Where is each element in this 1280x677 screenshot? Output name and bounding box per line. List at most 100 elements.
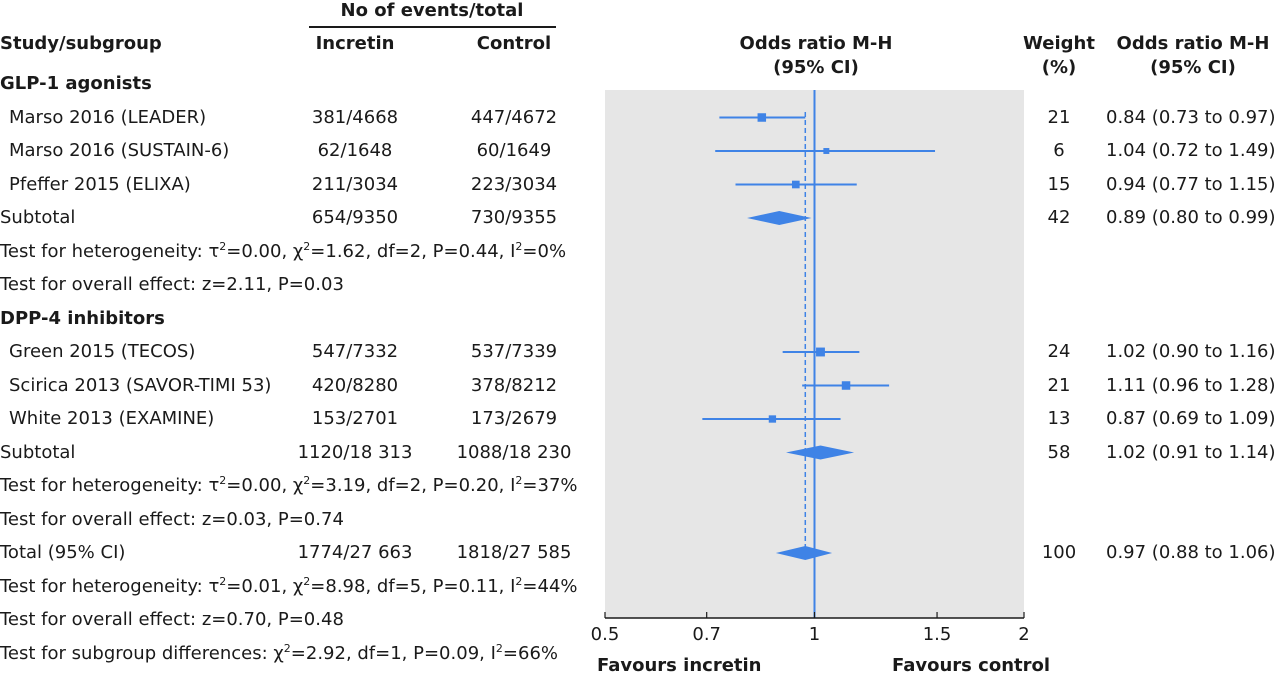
test-part: 2 bbox=[515, 239, 523, 253]
test-part: =0.01, χ bbox=[226, 575, 304, 597]
test-part: 2 bbox=[515, 574, 523, 588]
study-marker bbox=[841, 381, 851, 390]
weight-value: 24 bbox=[1047, 341, 1071, 362]
test-part: =0.00, χ bbox=[226, 475, 304, 496]
test-statistic-line: Test for heterogeneity: τ2=0.00, χ2=3.19… bbox=[0, 475, 578, 497]
weight-value: 100 bbox=[1041, 542, 1077, 563]
odds-ratio-ci: 1.04 (0.72 to 1.49) bbox=[1106, 140, 1276, 161]
study-marker bbox=[757, 113, 767, 122]
x-tick-label: 1 bbox=[809, 624, 820, 645]
test-statistic-line: Test for overall effect: z=0.70, P=0.48 bbox=[0, 609, 344, 630]
study-name: White 2013 (EXAMINE) bbox=[9, 408, 215, 429]
test-statistic-line: Test for heterogeneity: τ2=0.00, χ2=1.62… bbox=[0, 241, 566, 263]
x-tick-label: 1.5 bbox=[923, 624, 952, 645]
weight-value: 13 bbox=[1047, 408, 1071, 429]
test-statistic-line: Test for overall effect: z=0.03, P=0.74 bbox=[0, 508, 344, 530]
odds-ratio-ci: 0.84 (0.73 to 0.97) bbox=[1106, 106, 1276, 128]
events-group-label: No of events/total bbox=[340, 0, 524, 21]
test-part: 2 bbox=[219, 239, 227, 253]
control-events: 1088/18 230 bbox=[456, 441, 572, 463]
weight-value: 6 bbox=[1053, 140, 1065, 161]
control-events: 223/3034 bbox=[470, 173, 558, 195]
study-name: Marso 2016 (LEADER) bbox=[9, 106, 207, 128]
study-name: Green 2015 (TECOS) bbox=[9, 341, 196, 362]
study-marker bbox=[791, 180, 800, 189]
odds-ratio-ci: 0.97 (0.88 to 1.06) bbox=[1106, 542, 1276, 563]
test-part: Test for heterogeneity: τ bbox=[0, 240, 220, 262]
test-part: 2 bbox=[495, 641, 503, 655]
control-events: 173/2679 bbox=[470, 408, 558, 429]
odds-ratio-ci: 1.02 (0.90 to 1.16) bbox=[1106, 341, 1276, 362]
test-part: =0.00, χ bbox=[226, 240, 304, 262]
test-part: =1.62, df=2, P=0.44, I bbox=[310, 240, 516, 262]
study-marker bbox=[816, 347, 825, 357]
incretin-events: 420/8280 bbox=[311, 374, 399, 396]
incretin-events: 211/3034 bbox=[311, 173, 399, 195]
test-part: =3.19, df=2, P=0.20, I bbox=[310, 475, 516, 496]
control-events: 537/7339 bbox=[470, 341, 558, 362]
total-label: Total (95% CI) bbox=[0, 542, 126, 563]
study-name: Scirica 2013 (SAVOR-TIMI 53) bbox=[9, 374, 272, 396]
test-statistic-line: Test for subgroup differences: χ 2=2.92, … bbox=[0, 643, 558, 665]
favours-control-label: Favours control bbox=[892, 655, 1051, 676]
control-events: 447/4672 bbox=[470, 106, 558, 128]
test-part: =8.98, df=5, P=0.11, I bbox=[310, 575, 516, 597]
study-marker bbox=[823, 148, 830, 154]
incretin-events: 153/2701 bbox=[311, 408, 399, 429]
col-incretin-header: Incretin bbox=[315, 33, 395, 54]
header-underline bbox=[309, 26, 556, 28]
weight-value: 21 bbox=[1047, 374, 1071, 396]
study-name: Pfeffer 2015 (ELIXA) bbox=[9, 173, 191, 195]
col-study-header: Study/subgroup bbox=[0, 33, 162, 54]
test-statistic-line: Test for overall effect: z=2.11, P=0.03 bbox=[0, 274, 344, 295]
test-part: =44% bbox=[522, 575, 578, 597]
test-part: 2 bbox=[303, 574, 311, 588]
test-part: =2.92, df=1, P=0.09, I bbox=[290, 642, 496, 664]
col-weight-unit-header: (%) bbox=[1041, 57, 1077, 78]
col-or-ci-header: (95% CI) bbox=[773, 57, 859, 78]
x-tick-label: 0.7 bbox=[692, 624, 721, 645]
pooled-diamond bbox=[785, 445, 855, 460]
test-part: =66% bbox=[502, 642, 558, 664]
pooled-diamond bbox=[747, 211, 812, 225]
weight-value: 21 bbox=[1047, 106, 1071, 128]
control-events: 378/8212 bbox=[470, 374, 558, 396]
incretin-events: 547/7332 bbox=[311, 341, 399, 362]
subgroup-heading: GLP-1 agonists bbox=[0, 73, 152, 94]
study-marker bbox=[768, 415, 777, 423]
subtotal-label: Subtotal bbox=[0, 441, 76, 463]
test-part: 2 bbox=[515, 474, 523, 487]
weight-value: 15 bbox=[1047, 173, 1071, 195]
test-part: 2 bbox=[219, 474, 227, 487]
test-part: Test for heterogeneity: τ bbox=[0, 575, 220, 597]
test-part: Test for heterogeneity: τ bbox=[0, 475, 220, 496]
test-statistic-line: Test for heterogeneity: τ2=0.01, χ2=8.98… bbox=[0, 576, 578, 598]
favours-incretin-label: Favours incretin bbox=[597, 655, 762, 676]
test-part: =37% bbox=[522, 475, 578, 496]
odds-ratio-ci: 0.89 (0.80 to 0.99) bbox=[1106, 207, 1276, 228]
subgroup-heading: DPP-4 inhibitors bbox=[0, 307, 165, 329]
test-part: 2 bbox=[219, 574, 227, 588]
incretin-events: 381/4668 bbox=[311, 106, 399, 128]
odds-ratio-ci: 0.94 (0.77 to 1.15) bbox=[1106, 173, 1276, 195]
control-events: 1818/27 585 bbox=[456, 542, 572, 563]
odds-ratio-ci: 0.87 (0.69 to 1.09) bbox=[1106, 408, 1276, 429]
incretin-events: 654/9350 bbox=[311, 207, 399, 228]
test-part: Test for subgroup differences: χ bbox=[0, 642, 284, 664]
incretin-events: 1774/27 663 bbox=[297, 542, 413, 563]
subtotal-label: Subtotal bbox=[0, 207, 76, 228]
test-part: =0% bbox=[522, 240, 567, 262]
col-control-header: Control bbox=[476, 33, 552, 54]
weight-value: 58 bbox=[1047, 441, 1071, 463]
col-or2-header: Odds ratio M-H bbox=[1116, 33, 1270, 54]
control-events: 730/9355 bbox=[470, 207, 558, 228]
study-name: Marso 2016 (SUSTAIN-6) bbox=[9, 140, 230, 161]
incretin-events: 62/1648 bbox=[317, 140, 393, 161]
col-or2-ci-header: (95% CI) bbox=[1150, 57, 1236, 78]
col-weight-header: Weight bbox=[1023, 33, 1095, 54]
test-part: 2 bbox=[303, 474, 311, 487]
x-tick-label: 2 bbox=[1018, 624, 1029, 645]
odds-ratio-ci: 1.11 (0.96 to 1.28) bbox=[1106, 374, 1276, 396]
test-part: 2 bbox=[303, 239, 311, 253]
